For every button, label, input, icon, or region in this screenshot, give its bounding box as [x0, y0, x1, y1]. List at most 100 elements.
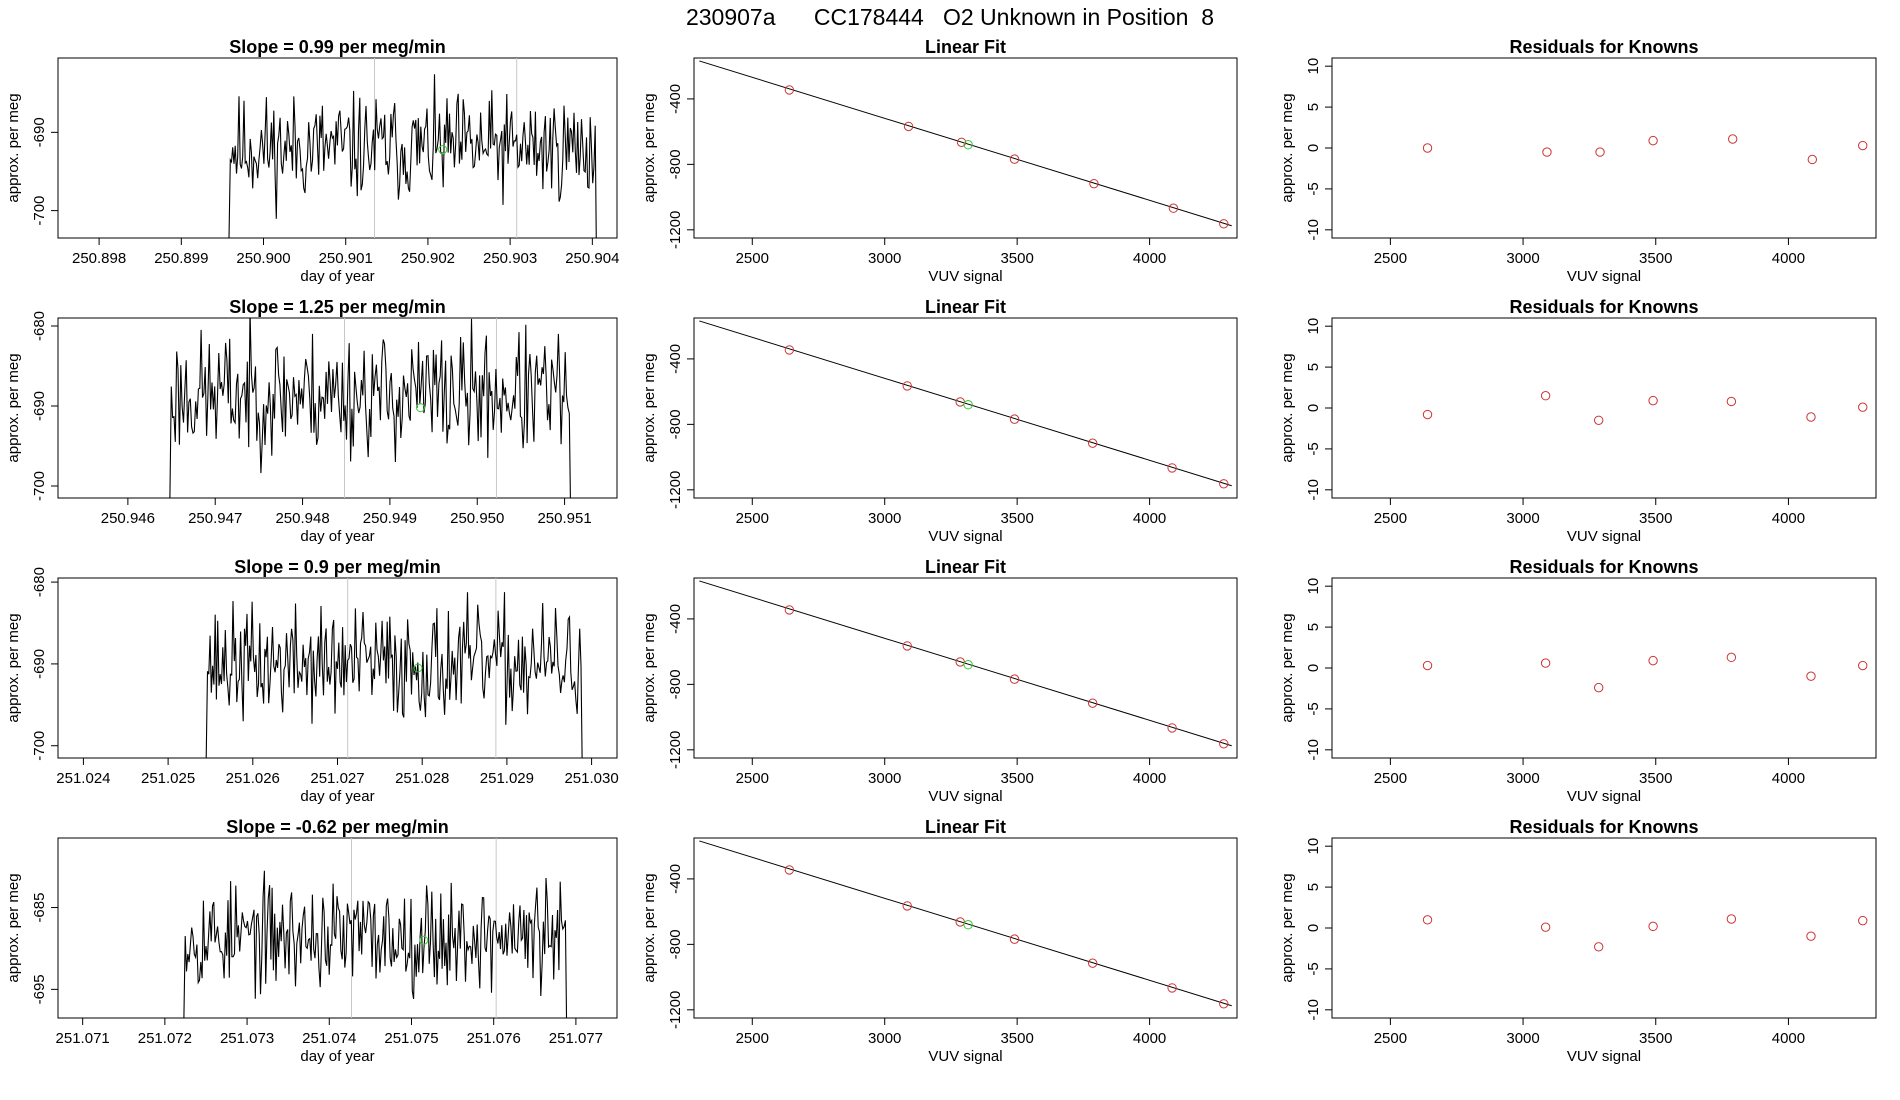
x-tick-label: 251.026: [226, 770, 280, 787]
x-tick-label: 3000: [1506, 250, 1539, 267]
y-axis-label: approx. per meg: [641, 613, 658, 722]
x-axis: 2500 3000 3500 4000: [736, 497, 1166, 527]
x-axis: 2500 3000 3500 4000: [1374, 757, 1805, 787]
y-tick-label: -400: [667, 604, 684, 634]
known-point: [784, 345, 795, 355]
x-tick-label: 250.950: [450, 510, 504, 527]
known-point: [1087, 698, 1098, 708]
data-trace: [228, 74, 597, 238]
x-axis: 2500 3000 3500 4000: [1374, 237, 1805, 267]
y-axis: -1200 -800 -400: [667, 344, 695, 509]
x-tick-label: 2500: [1374, 250, 1407, 267]
plot-frame: [57, 577, 618, 759]
y-tick-label: -5: [1305, 962, 1322, 975]
unknown-point: [413, 663, 423, 673]
data-trace: [183, 870, 568, 1018]
x-tick-label: 3000: [1506, 510, 1539, 527]
y-tick-label: -1200: [667, 471, 684, 509]
known-point: [1009, 154, 1020, 164]
residual-point: [1593, 682, 1604, 693]
known-point: [784, 85, 795, 95]
y-tick-label: -5: [1305, 182, 1322, 195]
y-axis: -1200 -800 -400: [667, 604, 695, 769]
y-axis-label: approx. per meg: [641, 93, 658, 202]
plot-area: [228, 58, 597, 238]
x-axis-label: VUV signal: [1567, 1048, 1641, 1065]
x-tick-label: 3000: [1506, 1030, 1539, 1047]
x-tick-label: 3000: [1506, 770, 1539, 787]
y-tick-label: -680: [31, 311, 48, 341]
x-tick-label: 250.901: [319, 250, 373, 267]
y-tick-label: 5: [1305, 883, 1322, 891]
residual-point: [1593, 942, 1604, 952]
x-tick-label: 251.027: [310, 770, 364, 787]
y-tick-label: -1200: [667, 731, 684, 769]
y-tick-label: -695: [31, 974, 48, 1004]
plot-area: [205, 578, 583, 758]
y-axis-label: approx. per meg: [5, 873, 22, 982]
known-point: [1219, 999, 1229, 1009]
panel-title: Linear Fit: [925, 37, 1006, 57]
panel-title: Residuals for Knowns: [1509, 297, 1698, 317]
x-tick-label: 3000: [868, 1030, 901, 1047]
y-axis: -10 -5 0 5 10: [1305, 58, 1333, 241]
x-tick-label: 3500: [1000, 770, 1033, 787]
x-tick-label: 3500: [1000, 250, 1033, 267]
known-point: [1009, 674, 1020, 684]
x-tick-label: 251.030: [564, 770, 618, 787]
x-axis-label: VUV signal: [928, 268, 1002, 285]
unknown-point: [438, 145, 448, 155]
plot-area: [1422, 391, 1868, 425]
y-tick-label: -800: [667, 669, 684, 699]
residual-point: [1648, 921, 1658, 932]
y-tick-label: -700: [31, 196, 48, 226]
known-point: [1219, 739, 1229, 749]
y-axis-label: approx. per meg: [1279, 613, 1296, 722]
x-tick-label: 250.899: [154, 250, 208, 267]
y-tick-label: -685: [31, 893, 48, 923]
fit-line: [699, 320, 1232, 487]
y-axis: -10 -5 0 5 10: [1305, 838, 1333, 1021]
y-tick-label: 5: [1305, 363, 1322, 371]
x-tick-label: 2500: [736, 770, 769, 787]
unknown-point: [419, 935, 429, 945]
residual-point: [1595, 147, 1605, 157]
plot-area: [699, 840, 1232, 1009]
plot-frame: [1331, 317, 1877, 499]
known-point: [1219, 479, 1229, 489]
panel-scatter-r2c1: Linear Fit 2500 3000 3500 4000 VUV signal -120…: [641, 557, 1238, 805]
y-axis-label: approx. per meg: [5, 93, 22, 202]
panel-title: Linear Fit: [925, 817, 1006, 837]
panel-title: Slope = -0.62 per meg/min: [226, 817, 449, 837]
known-point: [1089, 178, 1099, 189]
y-tick-label: -10: [1305, 739, 1322, 761]
known-point: [1167, 463, 1177, 473]
plot-frame: [57, 57, 618, 239]
x-tick-label: 2500: [736, 250, 769, 267]
x-axis: 250.946 250.947 250.948 250.949 250.950 250.9…: [101, 497, 592, 527]
plot-area: [699, 60, 1232, 229]
plot-frame: [693, 57, 1238, 239]
residual-point: [1540, 658, 1551, 668]
plot-area: [1422, 134, 1868, 165]
x-tick-label: 250.898: [72, 250, 126, 267]
residual-point: [1728, 134, 1738, 144]
y-tick-label: 5: [1305, 103, 1322, 111]
x-tick-label: 250.947: [188, 510, 242, 527]
unknown-point: [963, 920, 973, 930]
y-axis-label: approx. per meg: [641, 873, 658, 982]
residual-point: [1648, 135, 1658, 146]
residual-point: [1858, 660, 1868, 671]
x-axis: 250.898 250.899 250.900 250.901 250.902 250.9…: [72, 237, 619, 267]
y-tick-label: -400: [667, 864, 684, 894]
x-tick-label: 251.075: [384, 1030, 438, 1047]
known-point: [1167, 723, 1177, 733]
x-axis: 2500 3000 3500 4000: [1374, 1017, 1805, 1047]
known-point: [1009, 934, 1020, 944]
panel-scatter-r1c2: Residuals for Knowns 2500 3000 3500 4000 VUV …: [1279, 297, 1877, 545]
unknown-point: [963, 400, 973, 410]
page-title: 230907a CC178444 O2 Unknown in Position …: [685, 4, 1215, 30]
plot-frame: [693, 837, 1238, 1019]
